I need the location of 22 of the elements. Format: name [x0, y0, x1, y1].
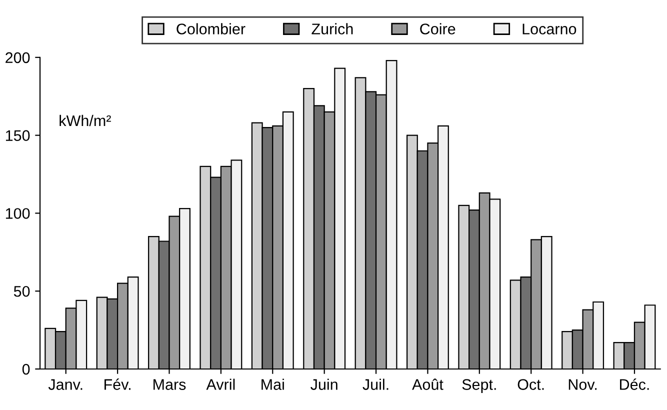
y-axis-title: kWh/m² [60, 114, 111, 126]
y-tick-label: 0 [22, 364, 30, 375]
y-tick-label: 150 [6, 130, 30, 141]
legend-label: Zurich [312, 23, 353, 34]
x-tick-label: Mai [262, 378, 284, 390]
x-tick-label: Mars [154, 379, 186, 390]
x-tick-label: Sept. [462, 379, 496, 393]
x-tick-label: Avril [206, 378, 235, 390]
y-tick-label: 200 [6, 52, 30, 64]
x-tick-label: Oct. [518, 379, 544, 390]
y-tick-label: 100 [6, 208, 30, 219]
x-tick-label: Fév. [104, 378, 130, 390]
x-tick-label: Janv. [48, 379, 82, 390]
legend-label: Colombier [176, 23, 246, 34]
x-tick-label: Juil. [362, 378, 388, 390]
legend-label: Locarno [522, 24, 576, 34]
x-tick-label: Juin [310, 378, 338, 390]
x-tick-label: Nov. [568, 379, 597, 390]
x-tick-label: Déc. [620, 378, 649, 390]
y-tick-label: 50 [14, 286, 30, 297]
legend-label: Coire [420, 23, 456, 34]
x-tick-label: Août [412, 378, 444, 390]
